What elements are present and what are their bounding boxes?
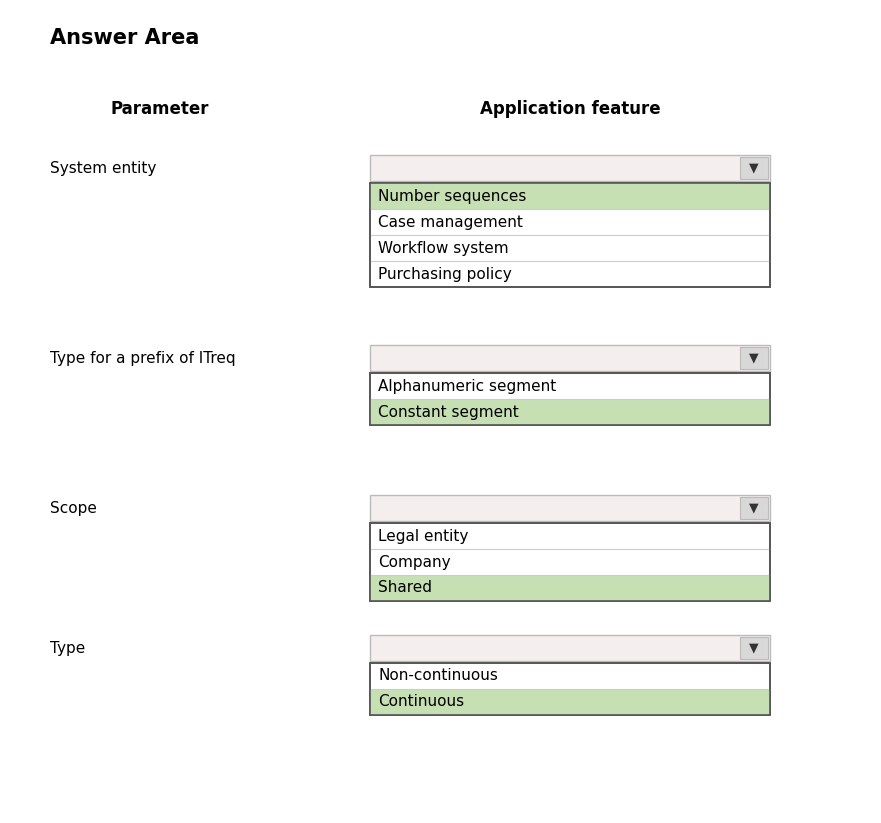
Bar [370,155,770,181]
Text: Alphanumeric segment: Alphanumeric segment [378,379,556,393]
Bar [740,637,768,659]
Text: Company: Company [378,555,450,570]
Bar [370,373,770,425]
Text: Non-continuous: Non-continuous [378,668,498,683]
Bar [370,523,770,601]
Text: Parameter: Parameter [111,100,210,118]
Text: Scope: Scope [50,500,97,515]
Text: Number sequences: Number sequences [378,188,526,203]
Bar [370,183,770,209]
Bar [370,495,770,521]
Text: Type: Type [50,640,85,655]
Text: Application feature: Application feature [479,100,661,118]
Bar [370,663,770,715]
Text: Purchasing policy: Purchasing policy [378,267,512,281]
Bar [370,373,770,425]
Text: Continuous: Continuous [378,695,464,709]
Text: System entity: System entity [50,160,156,175]
Bar [370,183,770,287]
Bar [740,157,768,179]
Text: Case management: Case management [378,215,523,230]
Bar [370,183,770,287]
Text: Legal entity: Legal entity [378,528,469,543]
Bar [370,345,770,371]
Bar [370,399,770,425]
Text: Type for a prefix of ITreq: Type for a prefix of ITreq [50,351,235,365]
Text: ▼: ▼ [749,641,759,654]
Bar [370,523,770,601]
Text: Answer Area: Answer Area [50,28,199,48]
Text: ▼: ▼ [749,161,759,174]
Text: ▼: ▼ [749,351,759,365]
Bar [740,497,768,519]
Text: Workflow system: Workflow system [378,240,508,255]
Bar [370,575,770,601]
Bar [740,347,768,369]
Bar [370,689,770,715]
Text: ▼: ▼ [749,501,759,514]
Text: Constant segment: Constant segment [378,404,519,420]
Text: Shared: Shared [378,580,432,596]
Bar [370,635,770,661]
Bar [370,663,770,715]
